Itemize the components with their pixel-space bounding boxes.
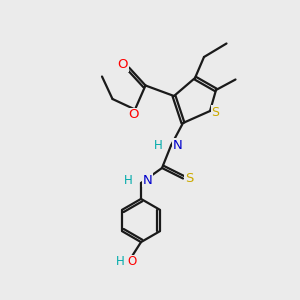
Text: N: N bbox=[142, 173, 152, 187]
Text: O: O bbox=[128, 108, 139, 122]
Text: O: O bbox=[128, 255, 136, 268]
Text: S: S bbox=[212, 106, 219, 119]
Text: H: H bbox=[154, 139, 163, 152]
Text: N: N bbox=[172, 139, 182, 152]
Text: O: O bbox=[118, 58, 128, 71]
Text: S: S bbox=[185, 172, 193, 185]
Text: H: H bbox=[124, 173, 133, 187]
Text: H: H bbox=[116, 255, 124, 268]
